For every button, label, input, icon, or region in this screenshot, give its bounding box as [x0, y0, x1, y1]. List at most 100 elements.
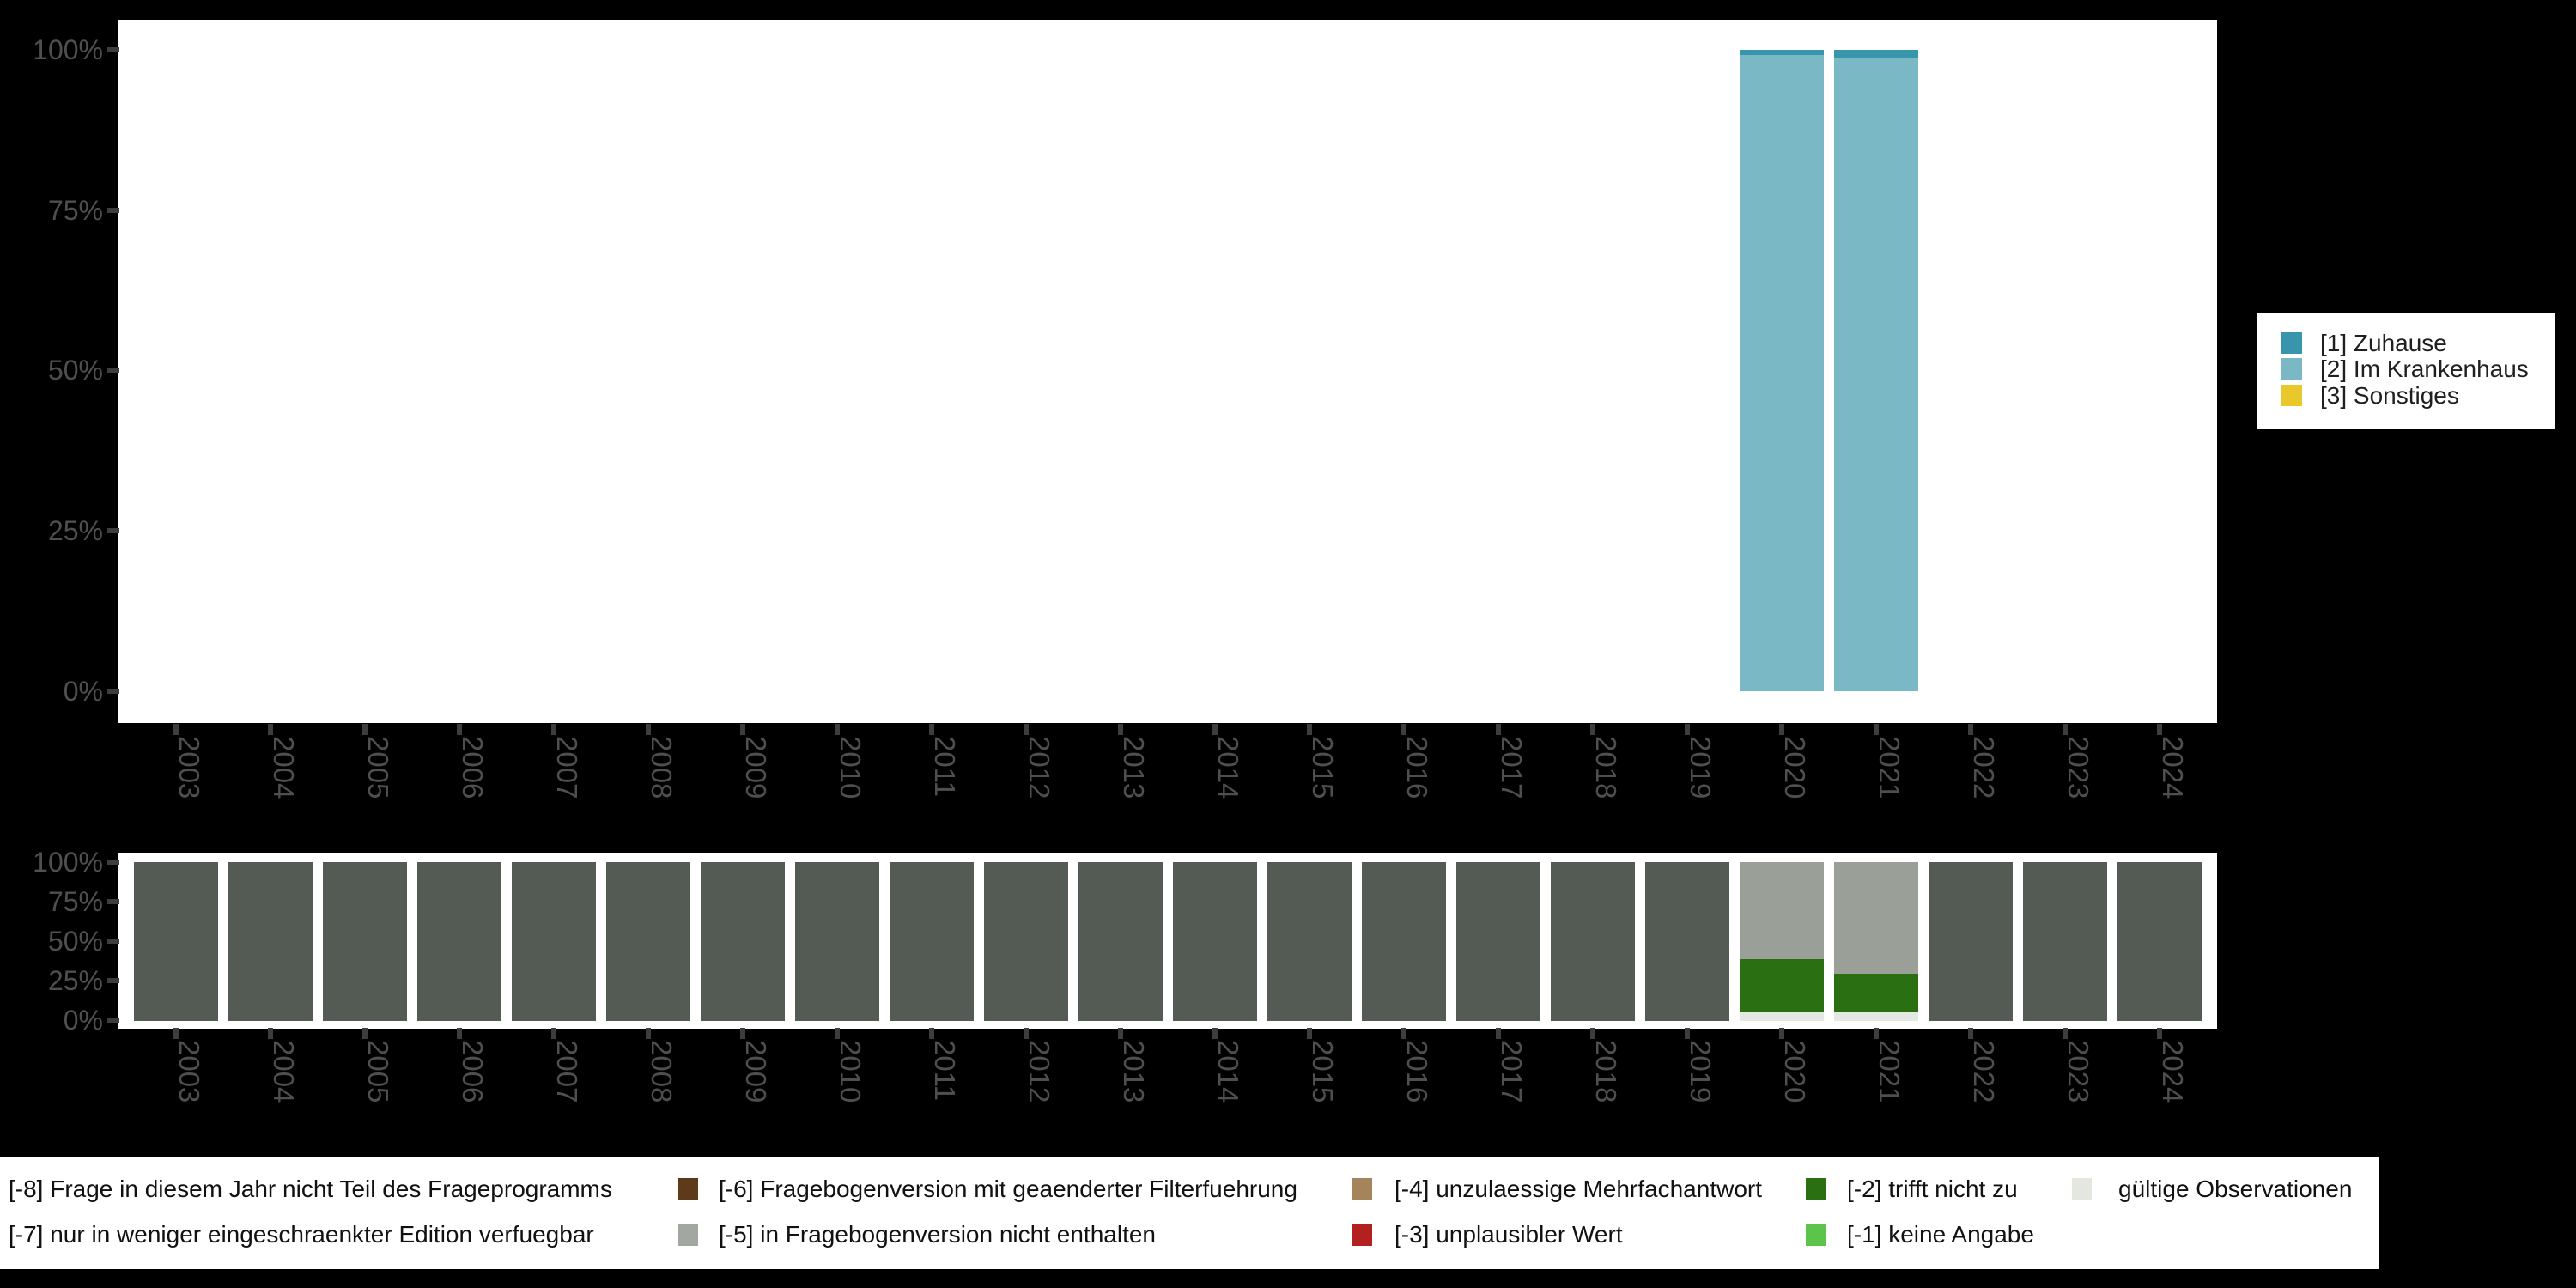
legend-label: [3] Sonstiges	[2320, 382, 2459, 409]
bar-segment	[984, 862, 1068, 1021]
bar-segment	[1551, 862, 1635, 1021]
x-axis-label: 2006	[457, 1040, 489, 1103]
y-axis-label: 100%	[33, 847, 103, 878]
x-axis-label: 2015	[1307, 736, 1339, 799]
bar-segment	[1834, 58, 1918, 691]
bar-segment	[701, 862, 785, 1021]
x-axis-tick	[268, 1028, 273, 1039]
x-axis-label: 2014	[1212, 1040, 1244, 1103]
x-axis-label: 2021	[1874, 736, 1905, 799]
legend-label: [2] Im Krankenhaus	[2320, 355, 2529, 382]
x-axis-label: 2015	[1307, 1040, 1339, 1103]
x-axis-label: 2004	[268, 1040, 300, 1103]
y-axis-tick	[107, 47, 119, 52]
x-axis-label: 2022	[1968, 1040, 2000, 1103]
x-axis-label: 2021	[1874, 1040, 1905, 1103]
x-axis-label: 2023	[2063, 736, 2094, 799]
x-axis-label: 2010	[835, 1040, 866, 1103]
legend-swatch	[1806, 1224, 1826, 1246]
bar-segment	[890, 862, 974, 1021]
x-axis-label: 2007	[551, 736, 583, 799]
x-axis-tick	[1968, 724, 1973, 735]
legend-swatch	[678, 1178, 698, 1200]
x-axis-label: 2013	[1118, 1040, 1150, 1103]
legend-label: [-8] Frage in diesem Jahr nicht Teil des…	[9, 1176, 612, 1202]
x-axis-label: 2010	[835, 736, 866, 799]
x-axis-tick	[1590, 724, 1595, 735]
bar-segment	[1740, 54, 1824, 691]
x-axis-label: 2018	[1590, 736, 1622, 799]
x-axis-label: 2005	[362, 1040, 394, 1103]
x-axis-tick	[740, 1028, 745, 1039]
x-axis-tick	[1496, 1028, 1501, 1039]
x-axis-label: 2007	[551, 1040, 583, 1103]
legend-label: [-1] keine Angabe	[1847, 1221, 2034, 1248]
x-axis-tick	[1874, 724, 1879, 735]
x-axis-label: 2023	[2063, 1040, 2094, 1103]
x-axis-tick	[268, 724, 273, 735]
bar-segment	[1740, 50, 1824, 55]
x-axis-tick	[1401, 1028, 1406, 1039]
x-axis-label: 2012	[1024, 1040, 1055, 1103]
legend-label: [1] Zuhause	[2320, 330, 2447, 356]
x-axis-tick	[2157, 724, 2162, 735]
bar-segment	[1740, 1011, 1824, 1021]
x-axis-tick	[1118, 1028, 1123, 1039]
y-axis-label: 75%	[47, 886, 103, 917]
legend-swatch	[678, 1224, 698, 1246]
x-axis-label: 2005	[362, 736, 394, 799]
x-axis-label: 2020	[1779, 736, 1811, 799]
bar-segment	[228, 862, 313, 1021]
x-axis-tick	[1024, 1028, 1029, 1039]
bar-segment	[1173, 862, 1257, 1021]
legend-label: [-5] in Fragebogenversion nicht enthalte…	[719, 1221, 1156, 1248]
y-axis-label: 0%	[63, 1005, 103, 1036]
y-axis-tick	[107, 208, 119, 213]
x-axis-tick	[646, 724, 651, 735]
x-axis-label: 2017	[1496, 736, 1528, 799]
missing-chart-plot	[118, 853, 2217, 1029]
x-axis-tick	[646, 1028, 651, 1039]
y-axis-label: 100%	[33, 34, 103, 65]
x-axis-tick	[1779, 1028, 1784, 1039]
x-axis-tick	[1685, 724, 1690, 735]
x-axis-tick	[1685, 1028, 1690, 1039]
x-axis-label: 2024	[2157, 736, 2189, 799]
bar-segment	[1834, 862, 1918, 974]
bar-segment	[1834, 1011, 1918, 1021]
x-axis-label: 2009	[740, 736, 772, 799]
x-axis-label: 2004	[268, 736, 300, 799]
y-axis-label: 50%	[47, 926, 103, 957]
x-axis-label: 2006	[457, 736, 489, 799]
x-axis-tick	[929, 1028, 934, 1039]
y-axis-tick	[107, 860, 119, 865]
legend-label: [-7] nur in weniger eingeschraenkter Edi…	[9, 1221, 594, 1248]
x-axis-label: 2003	[173, 1040, 205, 1103]
legend-item: [2] Im Krankenhaus	[2257, 355, 2555, 382]
y-axis-tick	[107, 689, 119, 694]
y-axis-tick	[107, 528, 119, 533]
legend-swatch	[2281, 385, 2302, 406]
x-axis-label: 2011	[929, 1040, 961, 1101]
x-axis-tick	[457, 1028, 462, 1039]
x-axis-tick	[551, 1028, 556, 1039]
y-axis-tick	[107, 939, 119, 944]
y-axis-label: 75%	[47, 195, 103, 226]
bar-segment	[1834, 50, 1918, 58]
bar-segment	[1078, 862, 1163, 1021]
legend-swatch	[2281, 358, 2302, 380]
x-axis-label: 2020	[1779, 1040, 1811, 1103]
x-axis-label: 2017	[1496, 1040, 1528, 1103]
x-axis-label: 2019	[1685, 1040, 1716, 1103]
x-axis-tick	[2157, 1028, 2162, 1039]
x-axis-tick	[1874, 1028, 1879, 1039]
x-axis-tick	[362, 1028, 368, 1039]
x-axis-tick	[1212, 1028, 1218, 1039]
x-axis-tick	[2063, 724, 2068, 735]
x-axis-label: 2016	[1401, 1040, 1433, 1103]
x-axis-label: 2008	[646, 736, 677, 799]
legend-label: gültige Observationen	[2118, 1176, 2353, 1202]
bar-segment	[1834, 973, 1918, 1012]
category-legend: [1] Zuhause [2] Im Krankenhaus [3] Sonstig…	[2257, 313, 2555, 429]
bar-segment	[512, 862, 596, 1021]
